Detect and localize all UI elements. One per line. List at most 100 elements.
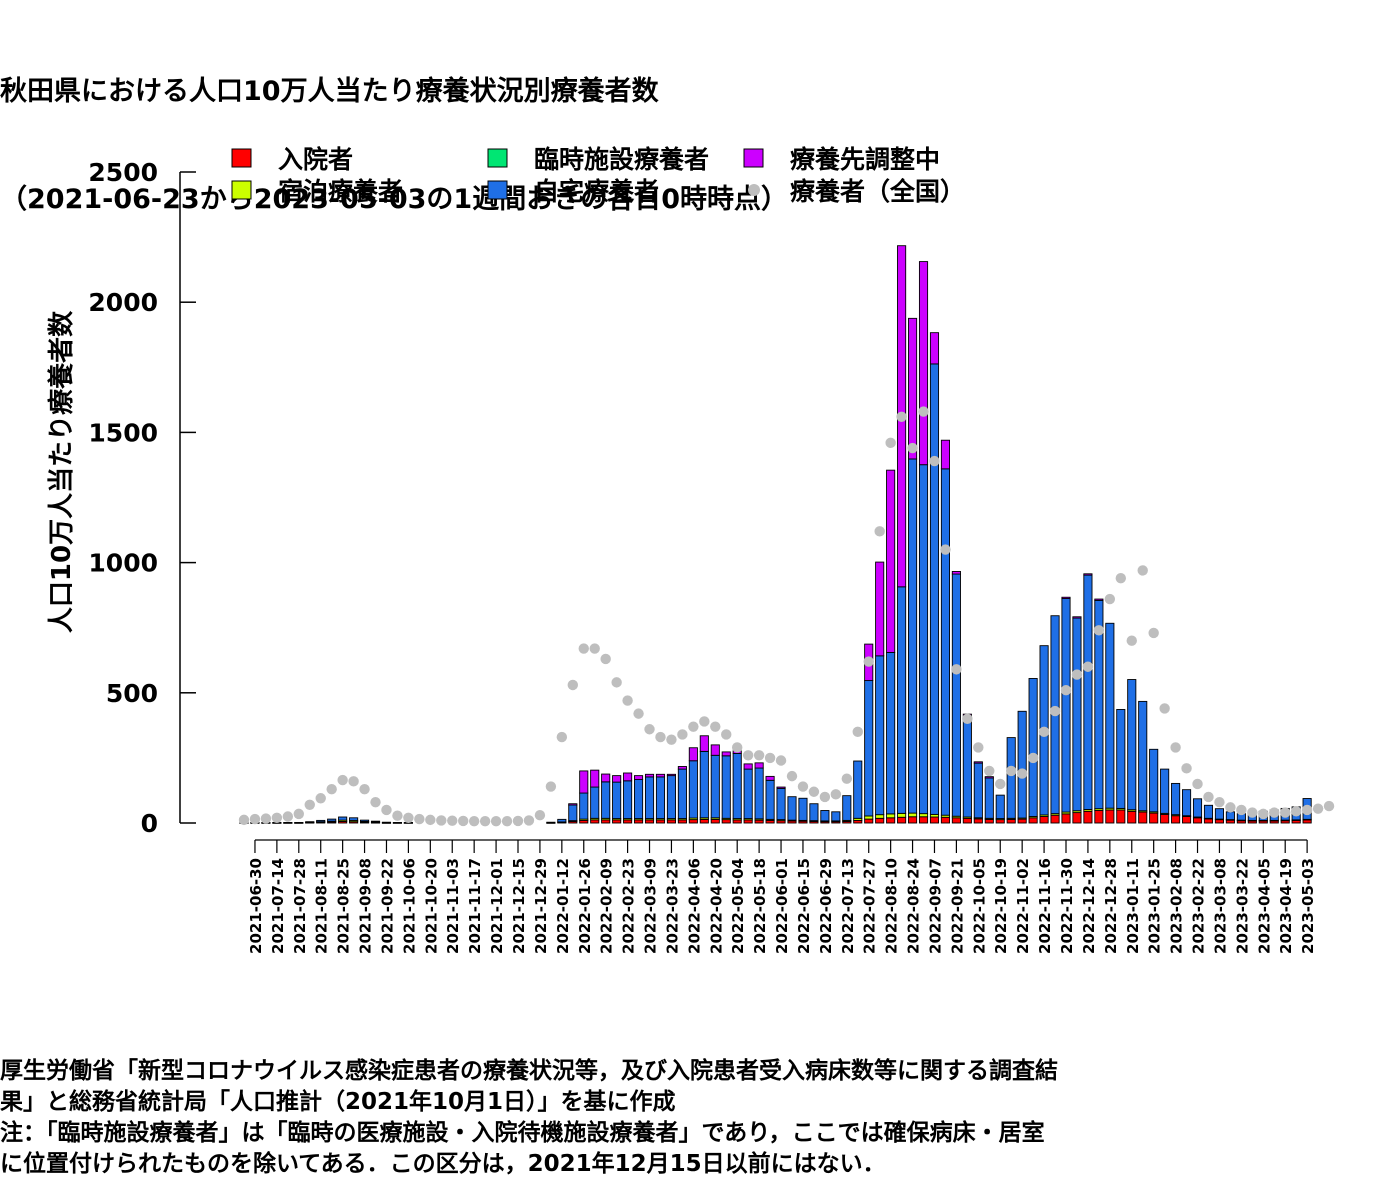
bar-segment-5	[568, 803, 578, 806]
source-note: 厚生労働省「新型コロナウイルス感染症患者の療養状況等，及び入院患者受入病床数等に…	[0, 1056, 1400, 1180]
bar-segment-1	[940, 816, 950, 824]
national-point	[600, 653, 611, 665]
national-point	[786, 770, 798, 782]
bar-segment-2	[908, 812, 918, 818]
bar-segment-1	[1160, 813, 1170, 824]
bar-segment-5	[1083, 573, 1093, 576]
national-point	[1104, 593, 1116, 605]
bar-segment-1	[1105, 809, 1115, 824]
note-line-2: 果」と総務省統計局「人口推計（2021年10月1日）」を基に作成	[0, 1089, 676, 1115]
bar-segment-4	[897, 586, 907, 814]
national-point	[622, 695, 633, 706]
bar-segment-1	[1149, 812, 1159, 824]
bar-segment-4	[579, 792, 589, 820]
national-point	[238, 814, 250, 826]
national-point	[458, 815, 469, 827]
national-point	[1115, 573, 1127, 584]
national-point	[1258, 808, 1269, 820]
x-tick-label: 2022-05-18	[751, 858, 769, 954]
x-tick-label: 2022-09-21	[948, 858, 966, 954]
bar-segment-1	[710, 818, 720, 824]
bar-segment-4	[1138, 700, 1148, 812]
x-tick-label: 2023-03-08	[1211, 858, 1229, 954]
bar-segment-4	[677, 768, 687, 820]
bar-segment-1	[908, 816, 918, 824]
x-tick-label: 2022-03-09	[642, 858, 660, 954]
x-tick-label: 2022-08-24	[905, 858, 923, 954]
national-point	[260, 813, 272, 824]
chart-title: 秋田県における人口10万人当たり療養状況別療養者数 （2021-06-23から2…	[0, 2, 788, 254]
legend-swatch-4	[487, 180, 508, 200]
national-point	[699, 716, 710, 727]
x-tick-label: 2021-10-06	[400, 858, 418, 954]
national-point	[589, 643, 600, 654]
bar-segment-4	[886, 651, 896, 815]
bar-segment-1	[929, 816, 940, 824]
national-point	[534, 809, 546, 821]
bar-segment-5	[623, 772, 633, 782]
bar-segment-2	[392, 822, 402, 824]
bar-segment-1	[1192, 817, 1203, 824]
x-tick-label: 2022-05-04	[729, 858, 747, 954]
x-tick-label: 2022-04-20	[707, 858, 725, 954]
bar-segment-1	[590, 819, 600, 824]
bar-segment-5	[677, 766, 687, 770]
national-point	[337, 774, 348, 786]
bar-segment-4	[995, 794, 1005, 820]
bar-segment-5	[743, 763, 753, 770]
x-tick-label: 2021-08-25	[335, 858, 353, 954]
national-point	[1214, 796, 1225, 808]
y-axis: 0 500 1000 1500 2000 2500	[88, 158, 196, 838]
national-point	[567, 679, 578, 691]
bar-segment-2	[918, 813, 929, 818]
bar-segment-1	[601, 819, 611, 824]
national-point	[797, 781, 809, 792]
y-tick-label: 2000	[88, 288, 158, 317]
national-point	[282, 811, 294, 822]
bar-segment-5	[875, 561, 885, 657]
bar-segment-4	[557, 818, 567, 823]
x-tick-label: 2021-11-03	[444, 858, 462, 954]
bar-segment-4	[349, 817, 359, 821]
bar-segment-1	[1083, 810, 1093, 824]
bar-segment-5	[929, 332, 940, 365]
bar-segment-4	[546, 821, 556, 824]
bar-segment-1	[875, 817, 885, 824]
national-point	[1269, 807, 1280, 818]
bar-segment-1	[1127, 810, 1137, 824]
bar-segment-1	[984, 818, 994, 824]
bar-segment-4	[908, 458, 918, 814]
x-tick-label: 2021-12-29	[532, 858, 550, 954]
x-tick-label: 2022-12-14	[1080, 858, 1098, 954]
bar-segment-5	[951, 571, 961, 575]
bar-segment-1	[1006, 818, 1016, 824]
bar-segment-4	[1006, 737, 1016, 819]
national-point	[721, 729, 732, 740]
national-point	[1071, 669, 1083, 680]
national-point	[578, 643, 589, 654]
national-point	[1060, 684, 1072, 696]
y-tick-label: 2500	[88, 158, 158, 187]
x-tick-label: 2022-03-23	[663, 858, 681, 954]
bar-segment-1	[1017, 818, 1027, 824]
bar-segment-4	[1017, 710, 1027, 819]
national-point	[490, 815, 502, 827]
x-tick-label: 2021-08-11	[313, 858, 331, 954]
national-point	[1027, 752, 1039, 764]
bar-segment-4	[623, 780, 633, 820]
bar-segment-2	[283, 822, 293, 824]
bar-segment-1	[897, 816, 907, 824]
national-point	[392, 810, 403, 821]
bar-segment-1	[973, 818, 983, 824]
bar-segment-4	[1149, 748, 1159, 813]
x-tick-label: 2023-04-05	[1255, 858, 1273, 954]
bar-segment-5	[940, 439, 950, 470]
title-line-2: （2021-06-23から2023-05-03の1週間おきの各日0時時点）	[0, 184, 788, 215]
bar-segment-4	[1203, 804, 1214, 819]
bar-segment-1	[864, 818, 874, 824]
national-point	[962, 713, 973, 725]
x-tick-label: 2022-04-06	[685, 858, 703, 954]
bar-segment-5	[918, 261, 929, 466]
bar-segment-5	[590, 769, 600, 788]
x-tick-label: 2021-07-28	[291, 858, 309, 954]
